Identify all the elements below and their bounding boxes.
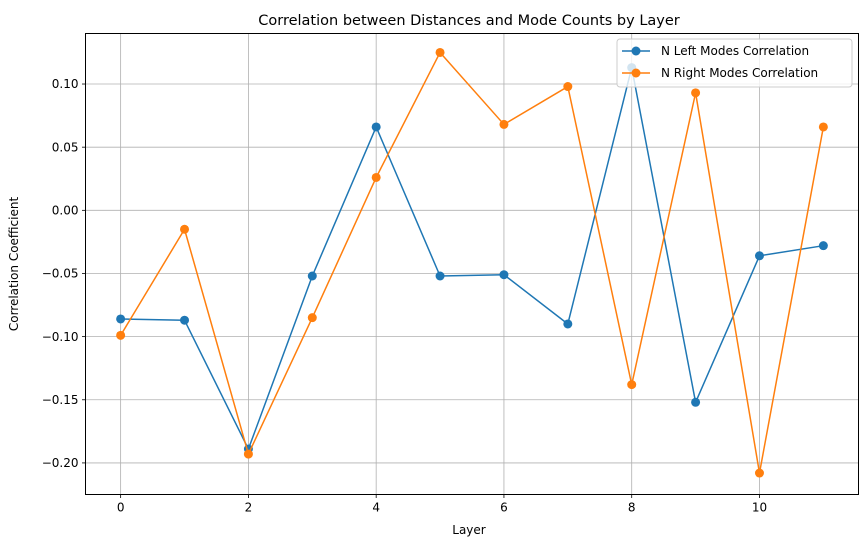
data-point — [180, 315, 190, 325]
data-point — [627, 380, 637, 390]
data-point — [563, 319, 573, 329]
x-tick-label: 0 — [117, 501, 125, 515]
x-axis-title: Layer — [452, 523, 486, 537]
legend: N Left Modes Correlation N Right Modes Co… — [616, 38, 853, 88]
data-point — [435, 47, 445, 57]
legend-label: N Right Modes Correlation — [661, 66, 818, 80]
x-tick-label: 10 — [752, 501, 767, 515]
data-point — [691, 88, 701, 98]
data-point — [116, 314, 126, 324]
legend-box — [616, 38, 853, 88]
data-point — [307, 271, 317, 281]
y-tick-label: 0.00 — [52, 204, 79, 218]
data-point — [563, 82, 573, 92]
data-point — [371, 122, 381, 132]
data-point — [499, 270, 509, 280]
y-tick-label: −0.10 — [42, 330, 79, 344]
chart-title: Correlation between Distances and Mode C… — [258, 13, 680, 29]
series-layer — [116, 47, 828, 478]
data-point — [499, 119, 509, 129]
data-point — [754, 251, 764, 261]
legend-marker — [631, 46, 641, 56]
data-point — [754, 468, 764, 478]
plot-frame — [85, 33, 859, 495]
y-tick-label: 0.10 — [52, 77, 79, 91]
series-line — [120, 66, 824, 450]
x-tick-label: 2 — [245, 501, 253, 515]
data-point — [435, 271, 445, 281]
y-axis: −0.20 −0.15 −0.10 −0.05 0.00 0.05 0.10 — [42, 77, 86, 470]
y-tick-label: −0.05 — [42, 267, 79, 281]
legend-marker — [631, 68, 641, 78]
y-tick-label: −0.15 — [42, 393, 79, 407]
data-point — [818, 122, 828, 132]
data-point — [116, 330, 126, 340]
data-point — [691, 397, 701, 407]
data-point — [243, 449, 253, 459]
y-tick-label: 0.05 — [52, 140, 79, 154]
data-point — [818, 241, 828, 251]
data-point — [307, 313, 317, 323]
x-tick-label: 6 — [500, 501, 508, 515]
legend-label: N Left Modes Correlation — [661, 44, 809, 58]
series-line — [119, 51, 825, 474]
x-axis: 0 2 4 6 8 10 — [117, 494, 767, 515]
y-axis-title: Correlation Coefficient — [7, 197, 21, 332]
series-right-modes — [116, 47, 828, 478]
y-tick-label: −0.20 — [42, 456, 79, 470]
data-point — [180, 224, 190, 234]
data-point — [371, 172, 381, 182]
x-tick-label: 4 — [372, 501, 380, 515]
x-tick-label: 8 — [628, 501, 636, 515]
